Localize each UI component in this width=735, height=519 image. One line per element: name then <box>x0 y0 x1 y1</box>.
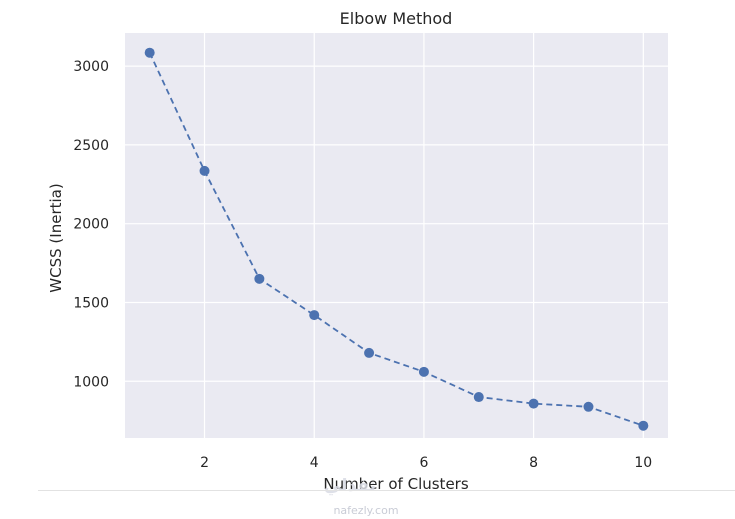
x-axis-label: Number of Clusters <box>323 475 468 493</box>
x-tick-label: 4 <box>310 455 319 471</box>
plot-area <box>125 33 668 438</box>
chart-title: Elbow Method <box>340 9 453 28</box>
y-tick-label: 2500 <box>73 138 109 154</box>
bottom-divider <box>38 490 735 491</box>
data-point <box>199 165 210 176</box>
data-point <box>583 401 594 412</box>
data-point <box>309 310 320 321</box>
x-tick-label: 10 <box>634 455 652 471</box>
data-points <box>144 47 649 431</box>
tick-labels: 2 4 6 8 10 1000 1500 2000 2500 3000 <box>73 59 652 471</box>
x-tick-label: 2 <box>200 455 209 471</box>
data-point <box>254 273 265 284</box>
grid-lines <box>125 33 668 438</box>
y-tick-label: 1000 <box>73 374 109 390</box>
y-tick-label: 1500 <box>73 295 109 311</box>
watermark-url: nafezly.com <box>333 504 398 517</box>
data-point <box>364 347 375 358</box>
x-tick-label: 8 <box>529 455 538 471</box>
x-tick-label: 6 <box>419 455 428 471</box>
data-point <box>528 398 539 409</box>
y-axis-label: WCSS (Inertia) <box>47 183 65 292</box>
data-point <box>418 366 429 377</box>
data-point <box>473 392 484 403</box>
series-line <box>148 52 644 427</box>
y-tick-label: 2000 <box>73 217 109 233</box>
series-line-layer <box>148 52 644 427</box>
data-point <box>144 47 155 58</box>
data-point <box>638 420 649 431</box>
y-tick-label: 3000 <box>73 59 109 75</box>
watermark-logo: نفذلي <box>324 476 376 496</box>
